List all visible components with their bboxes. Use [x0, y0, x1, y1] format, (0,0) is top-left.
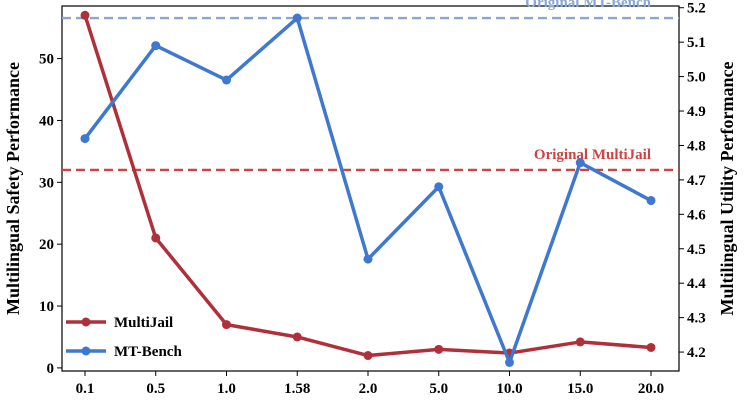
right-y-tick-label-0: 4.2 [687, 345, 706, 361]
data-point-multijail-8 [646, 342, 656, 352]
x-tick-label-3: 1.58 [284, 381, 310, 397]
plot-frame [61, 5, 680, 372]
left-y-tick-label-2: 20 [39, 237, 54, 253]
right-y-tick-label-2: 4.4 [687, 276, 706, 292]
left-y-tick-label-3: 30 [39, 175, 54, 191]
right-y-tick-label-9: 5.1 [687, 35, 706, 51]
legend-label-mt-bench: MT-Bench [114, 344, 182, 360]
x-tick-label-1: 0.5 [146, 381, 165, 397]
right-y-tick-label-1: 4.3 [687, 311, 706, 327]
data-point-mt-bench-2 [222, 75, 231, 85]
legend-label-multijail: MultiJail [114, 315, 173, 331]
data-point-mt-bench-0 [80, 134, 90, 144]
x-tick-label-7: 15.0 [567, 381, 593, 397]
data-point-mt-bench-6 [505, 357, 514, 367]
reference-line-label-1: Original MultiJail [534, 147, 651, 163]
data-point-multijail-2 [222, 320, 231, 330]
data-point-multijail-5 [434, 344, 444, 354]
x-tick-label-8: 20.0 [638, 381, 664, 397]
data-point-mt-bench-4 [363, 254, 373, 264]
reference-line-label-0: Original MT-Bench [525, 0, 651, 11]
data-point-multijail-7 [575, 337, 585, 347]
x-tick-label-5: 5.0 [429, 381, 448, 397]
x-tick-label-2: 1.0 [217, 381, 236, 397]
data-point-multijail-3 [292, 332, 302, 342]
legend-marker-multijail [81, 317, 91, 327]
right-y-tick-label-5: 4.7 [687, 173, 706, 189]
data-point-multijail-0 [80, 10, 90, 20]
series-line-multijail [83, 14, 652, 358]
right-y-tick-label-8: 5.0 [687, 70, 706, 86]
data-point-mt-bench-1 [151, 41, 161, 51]
data-point-mt-bench-7 [575, 158, 585, 168]
left-y-tick-label-4: 40 [39, 113, 54, 129]
data-point-mt-bench-5 [434, 182, 444, 192]
legend-marker-mt-bench [81, 346, 91, 356]
left-y-tick-label-1: 10 [39, 299, 54, 315]
x-tick-label-6: 10.0 [496, 381, 522, 397]
left-y-tick-label-5: 50 [39, 52, 54, 68]
data-point-mt-bench-8 [646, 196, 656, 206]
right-y-tick-label-6: 4.8 [687, 138, 706, 154]
right-y-tick-label-3: 4.5 [687, 242, 706, 258]
left-y-axis-label: Multilingual Safety Performance [3, 62, 23, 315]
x-tick-label-0: 0.1 [76, 381, 95, 397]
right-y-tick-label-10: 5.2 [687, 1, 706, 17]
right-y-tick-label-4: 4.6 [687, 207, 706, 223]
legend: MultiJail MT-Bench [66, 315, 182, 360]
series-line-mt-bench [83, 16, 652, 365]
right-y-axis-label: Multilingual Utility Performance [717, 62, 737, 316]
data-point-multijail-4 [363, 351, 373, 361]
data-point-multijail-1 [151, 233, 161, 243]
x-tick-label-4: 2.0 [359, 381, 378, 397]
right-y-tick-label-7: 4.9 [687, 104, 706, 120]
data-point-mt-bench-3 [292, 13, 302, 23]
left-y-tick-label-0: 0 [47, 361, 55, 377]
